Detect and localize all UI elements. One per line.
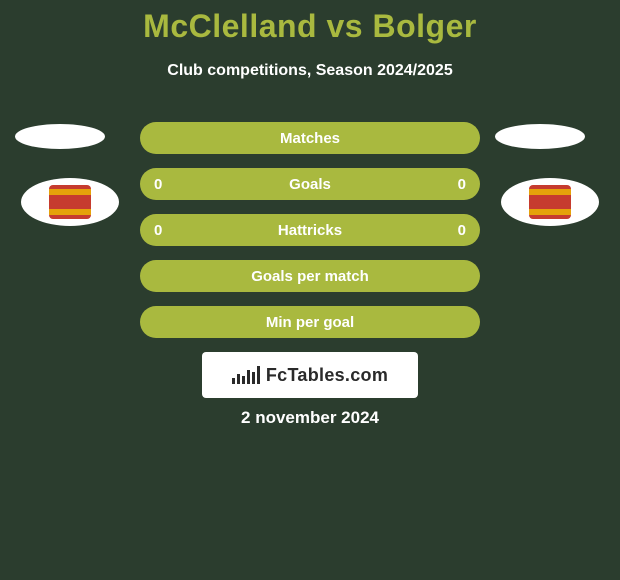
snapshot-date: 2 november 2024: [0, 408, 620, 428]
team-right-badge: [495, 124, 585, 149]
team-left-crest: [21, 178, 119, 226]
stat-label: Matches: [280, 130, 340, 147]
crest-shield-icon: [49, 185, 91, 219]
page-subtitle: Club competitions, Season 2024/2025: [0, 62, 620, 80]
team-right-crest: [501, 178, 599, 226]
stat-right-value: 0: [458, 176, 466, 193]
stat-label: Goals: [289, 176, 331, 193]
stat-label: Min per goal: [266, 314, 354, 331]
page-title: McClelland vs Bolger: [0, 8, 620, 45]
brand-text: FcTables.com: [266, 365, 388, 386]
crest-shield-icon: [529, 185, 571, 219]
bar-chart-icon: [232, 366, 260, 384]
stat-row-hattricks: 0 Hattricks 0: [140, 214, 480, 246]
stat-row-goals-per-match: Goals per match: [140, 260, 480, 292]
stat-row-min-per-goal: Min per goal: [140, 306, 480, 338]
brand-logo[interactable]: FcTables.com: [202, 352, 418, 398]
stat-label: Hattricks: [278, 222, 342, 239]
stat-right-value: 0: [458, 222, 466, 239]
stat-row-matches: Matches: [140, 122, 480, 154]
stat-label: Goals per match: [251, 268, 369, 285]
stat-row-goals: 0 Goals 0: [140, 168, 480, 200]
comparison-card: McClelland vs Bolger Club competitions, …: [0, 0, 620, 580]
stat-left-value: 0: [154, 222, 162, 239]
stat-left-value: 0: [154, 176, 162, 193]
team-left-badge: [15, 124, 105, 149]
